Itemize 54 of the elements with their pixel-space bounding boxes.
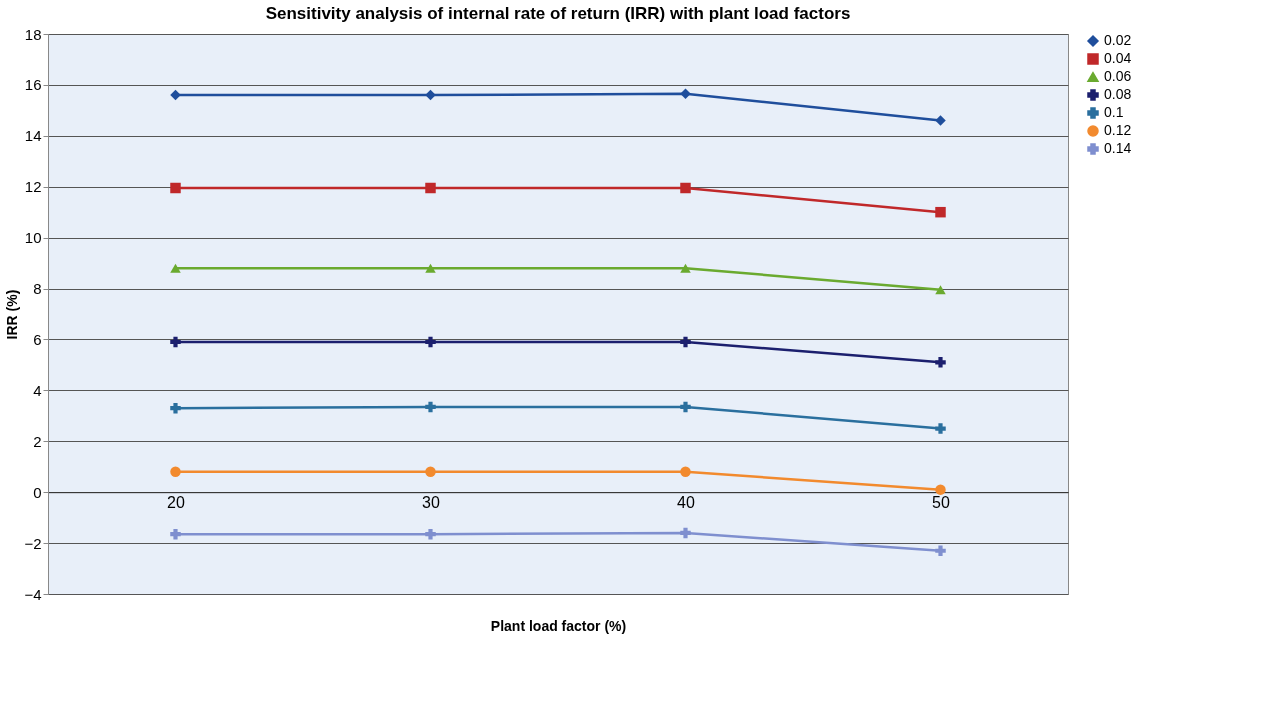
legend-label: 0.1 <box>1104 104 1124 120</box>
point <box>425 89 436 101</box>
chart-title: Sensitivity analysis of internal rate of return (IRR) with plant load factors <box>265 4 851 23</box>
y-tick-label: 4 <box>33 381 42 399</box>
point <box>170 528 181 540</box>
y-axis-title: IRR (%) <box>4 289 21 340</box>
y-tick-label: −2 <box>24 534 42 552</box>
x-tick-label: 20 <box>167 493 185 511</box>
point <box>170 402 181 414</box>
y-tick-label: 18 <box>24 25 42 43</box>
y-tick-label: 0 <box>33 483 42 501</box>
x-tick-label: 50 <box>932 493 950 511</box>
point <box>935 545 946 556</box>
y-tick-label: 10 <box>24 229 42 247</box>
y-tick-label: 8 <box>33 280 42 298</box>
point <box>680 263 691 273</box>
point <box>170 182 181 194</box>
y-tick-label: 16 <box>24 76 42 94</box>
y-tick-label: −4 <box>24 585 42 603</box>
point <box>680 88 691 100</box>
point <box>425 466 436 478</box>
legend-label: 0.12 <box>1104 122 1132 138</box>
point <box>170 263 181 273</box>
x-axis-title: Plant load factor (%) <box>490 617 627 634</box>
point <box>170 336 181 348</box>
point <box>935 357 946 368</box>
point <box>680 466 691 478</box>
legend-label: 0.14 <box>1104 140 1132 156</box>
point <box>680 182 691 194</box>
y-tick-label: 2 <box>33 432 42 450</box>
y-tick-label: 6 <box>33 330 42 348</box>
point <box>935 115 946 126</box>
point <box>425 336 436 348</box>
legend-label: 0.06 <box>1104 68 1132 84</box>
point <box>935 285 946 295</box>
point <box>425 182 436 194</box>
point <box>935 484 946 495</box>
point <box>425 263 436 273</box>
point <box>935 206 946 218</box>
point <box>170 466 181 478</box>
y-tick-label: 12 <box>24 178 42 196</box>
legend-label: 0.08 <box>1104 86 1132 102</box>
point <box>170 89 181 101</box>
point <box>680 401 691 413</box>
y-tick-label: 14 <box>24 127 42 145</box>
point <box>680 527 691 539</box>
point <box>425 401 436 413</box>
x-tick-label: 30 <box>422 493 440 511</box>
x-tick-label: 40 <box>677 493 695 511</box>
point <box>680 336 691 348</box>
point <box>425 528 436 540</box>
legend-label: 0.02 <box>1104 32 1132 48</box>
legend-label: 0.04 <box>1104 50 1132 66</box>
point <box>935 423 946 434</box>
